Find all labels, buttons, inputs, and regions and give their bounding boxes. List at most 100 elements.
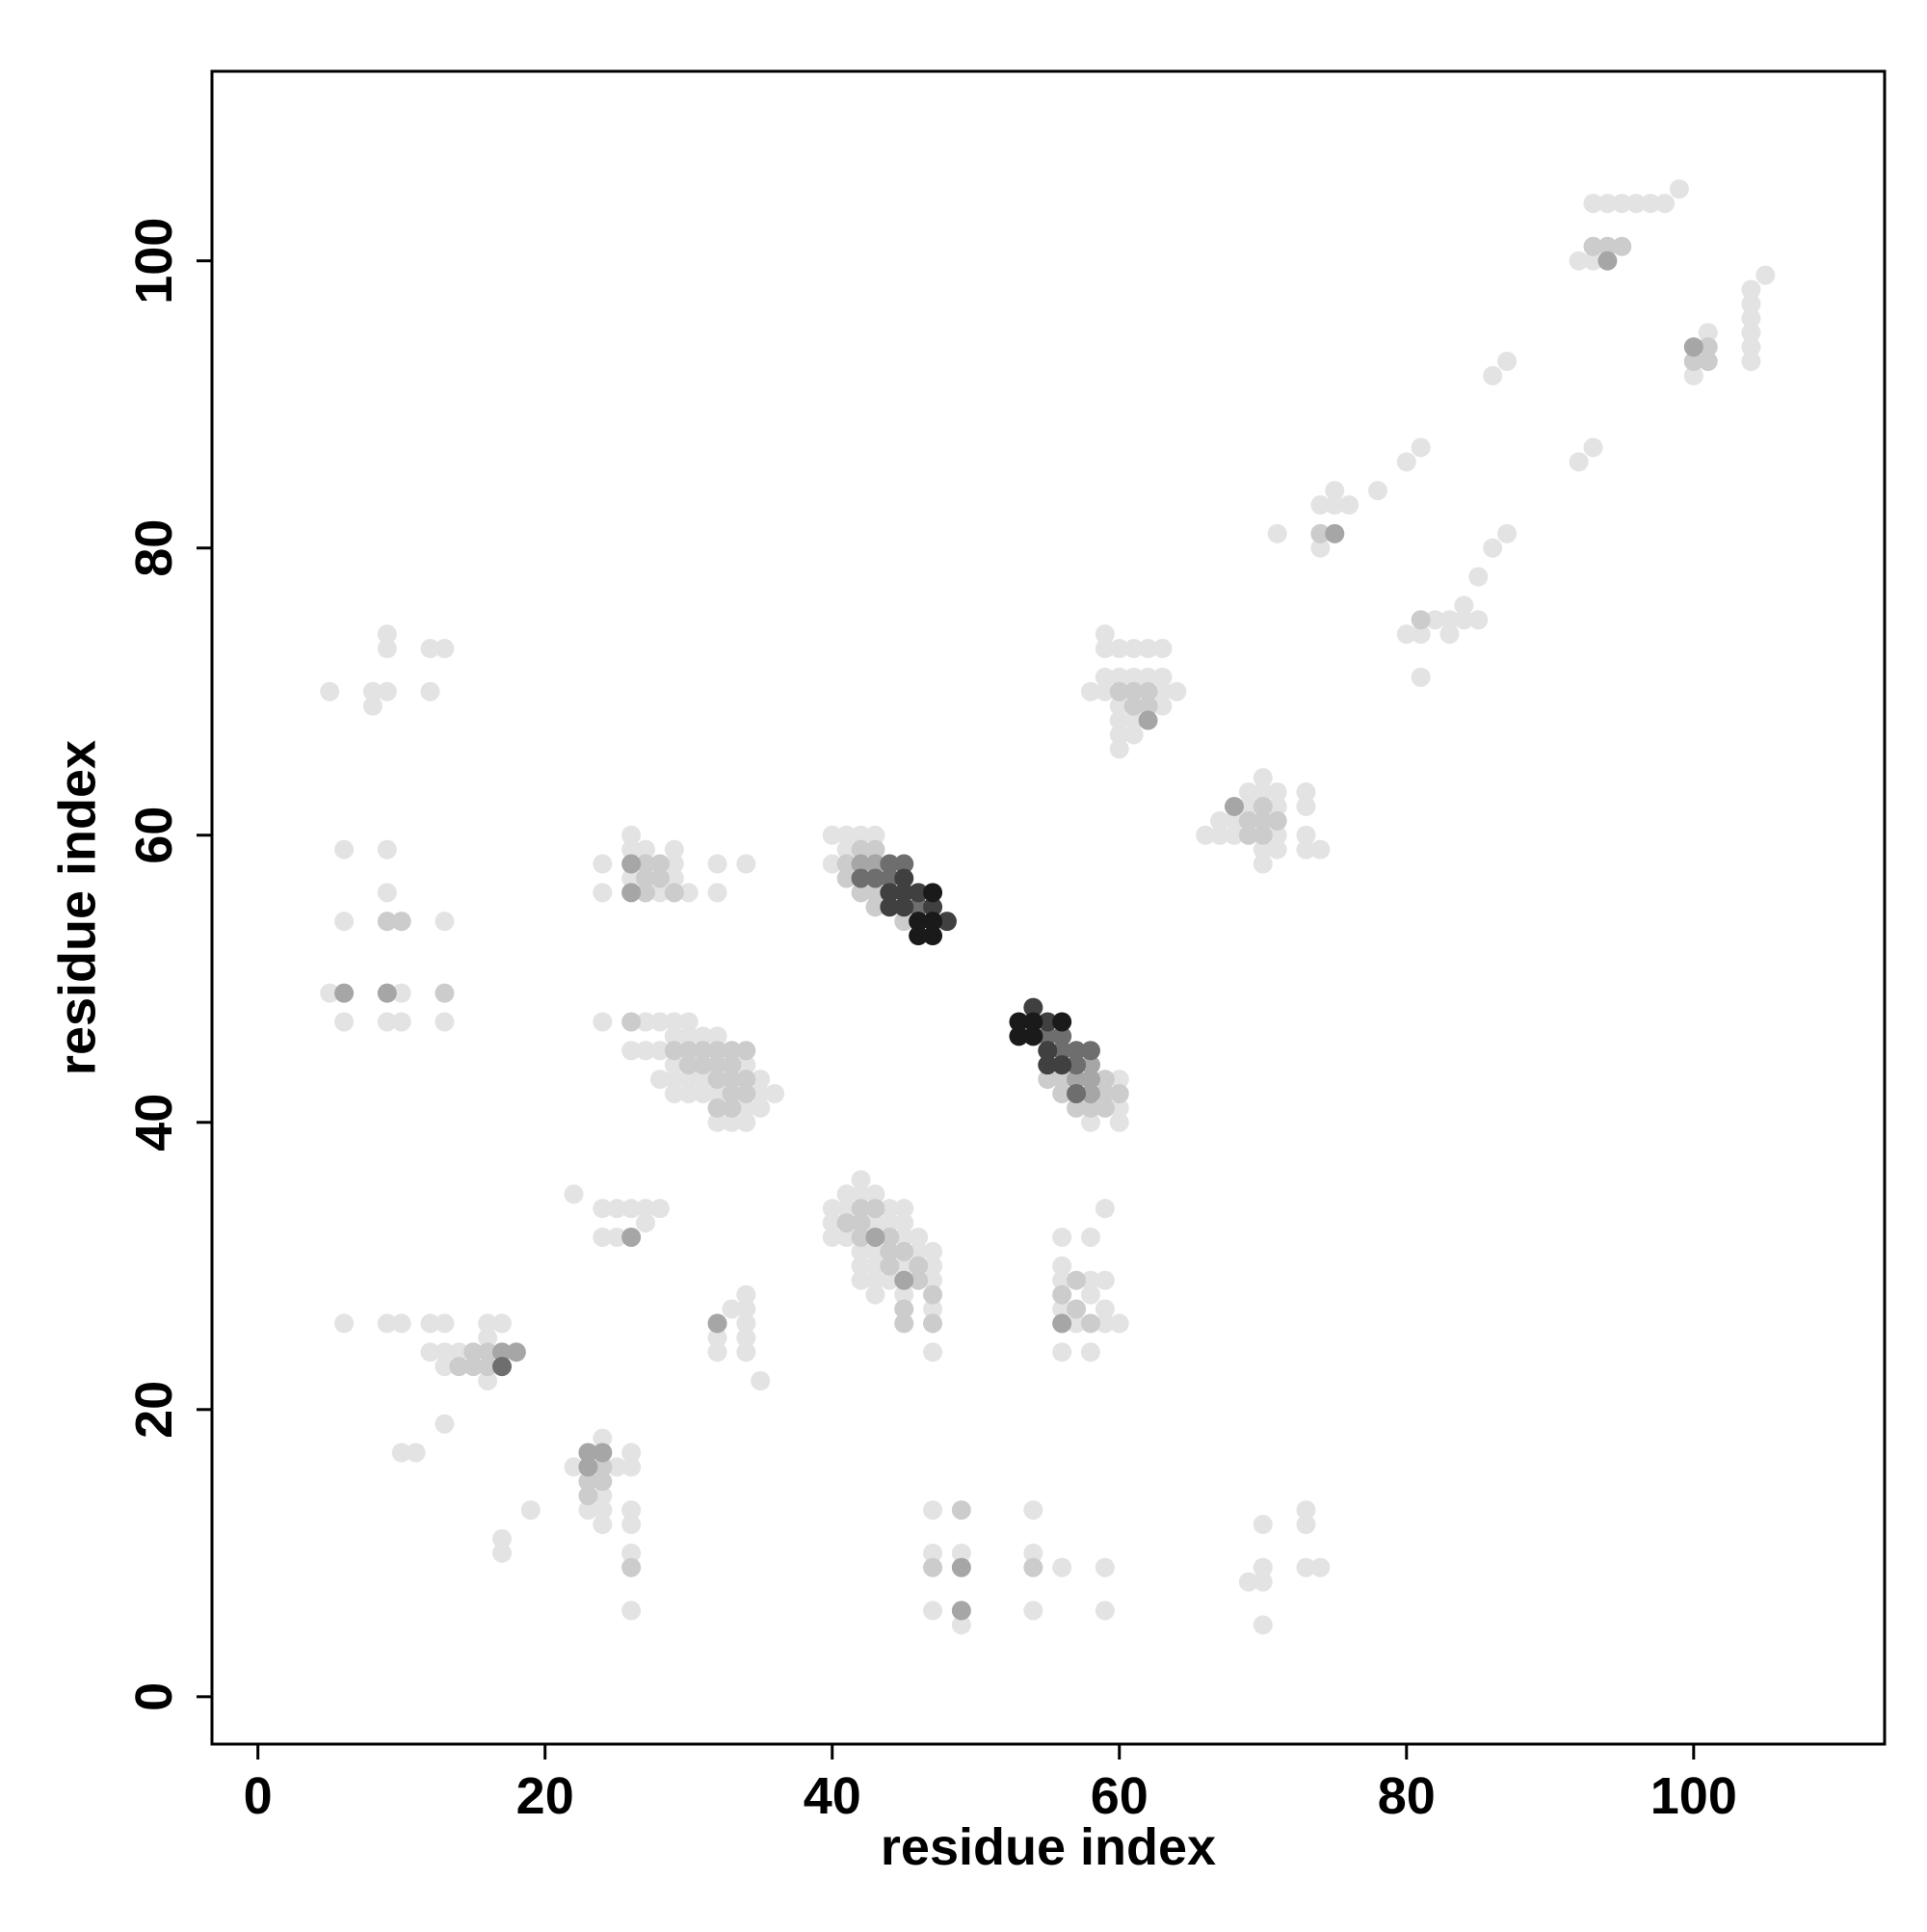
contact-point — [851, 854, 871, 874]
contact-point — [1080, 1270, 1100, 1290]
contact-point — [636, 1041, 656, 1061]
contact-point — [478, 1313, 498, 1334]
contact-point — [851, 1170, 871, 1190]
contact-point — [1683, 337, 1703, 357]
contact-point — [463, 1357, 484, 1377]
contact-point — [1439, 624, 1460, 645]
contact-point — [391, 1313, 411, 1334]
contact-point — [736, 1284, 756, 1305]
contact-point — [722, 1098, 742, 1118]
contact-point — [894, 883, 914, 903]
contact-point — [736, 1083, 756, 1103]
contact-point — [636, 1012, 656, 1032]
contact-point — [880, 1270, 900, 1290]
contact-point — [1052, 1299, 1072, 1319]
contact-point — [1468, 610, 1489, 630]
contact-point — [1641, 194, 1661, 214]
contact-point — [1152, 681, 1173, 701]
y-tick-label: 80 — [125, 519, 183, 577]
contact-point — [621, 1442, 642, 1463]
contact-point — [822, 1227, 842, 1247]
contact-point — [678, 1083, 699, 1103]
contact-point — [621, 1227, 642, 1247]
contact-point — [621, 1500, 642, 1521]
contact-point — [909, 883, 929, 903]
contact-point — [420, 639, 440, 659]
contact-point — [1095, 1070, 1115, 1090]
contact-point — [377, 1313, 397, 1334]
contact-point — [1109, 696, 1129, 716]
contact-point — [1612, 236, 1632, 256]
contact-point — [865, 825, 885, 845]
contact-point — [435, 1313, 455, 1334]
contact-point — [649, 1012, 670, 1032]
contact-point — [1095, 1270, 1115, 1290]
contact-point — [1583, 194, 1603, 214]
contact-point — [1253, 810, 1273, 831]
contact-point — [909, 1241, 929, 1261]
contact-point — [707, 1313, 727, 1334]
contact-point — [435, 983, 455, 1003]
contact-point — [865, 1241, 885, 1261]
contact-point — [707, 1083, 727, 1103]
contact-point — [1497, 352, 1518, 372]
contact-point — [894, 1313, 914, 1334]
contact-point — [1052, 1041, 1072, 1061]
contact-point — [722, 1055, 742, 1075]
contact-point — [593, 1199, 613, 1219]
contact-point — [1325, 495, 1345, 516]
contact-point — [894, 1299, 914, 1319]
x-axis-title: residue index — [881, 1818, 1216, 1876]
contact-point — [1238, 782, 1258, 803]
contact-point — [1052, 1256, 1072, 1276]
contact-point — [463, 1342, 484, 1363]
contact-point — [1152, 639, 1173, 659]
contact-point — [1067, 1083, 1087, 1103]
contact-point — [1267, 839, 1287, 860]
contact-point — [880, 883, 900, 903]
contact-point — [1080, 1342, 1100, 1363]
contact-point — [420, 1313, 440, 1334]
contact-point — [923, 1256, 943, 1276]
contact-point — [1483, 365, 1503, 385]
contact-point — [909, 1256, 929, 1276]
contact-point — [1741, 323, 1761, 343]
contact-point — [593, 1442, 613, 1463]
contact-point — [951, 1500, 971, 1521]
contact-point — [1067, 1070, 1087, 1090]
contact-point — [1138, 710, 1158, 730]
contact-point — [923, 1284, 943, 1305]
contact-point — [377, 681, 397, 701]
contact-point — [1038, 1012, 1058, 1032]
contact-point — [923, 1543, 943, 1563]
contact-point — [1167, 681, 1187, 701]
contact-point — [1411, 610, 1431, 630]
contact-point — [923, 1342, 943, 1363]
contact-point — [1310, 839, 1331, 860]
contact-point — [678, 1070, 699, 1090]
contact-point — [951, 1543, 971, 1563]
contact-point — [1296, 1557, 1316, 1577]
contact-point — [1454, 595, 1474, 616]
contact-point — [664, 1041, 684, 1061]
contact-point — [621, 839, 642, 860]
contact-point — [593, 883, 613, 903]
contact-point — [435, 912, 455, 932]
contact-point — [1569, 251, 1589, 271]
contact-point — [1310, 523, 1331, 543]
contact-point — [593, 1486, 613, 1506]
contact-point — [1210, 810, 1230, 831]
contact-point — [909, 926, 929, 946]
contact-point — [664, 1026, 684, 1046]
contact-point — [1224, 796, 1244, 816]
contact-point — [707, 1342, 727, 1363]
contact-point — [923, 883, 943, 903]
contact-point — [621, 825, 642, 845]
contact-point — [880, 1213, 900, 1233]
contact-point — [334, 1012, 355, 1032]
contact-point — [1123, 639, 1144, 659]
contact-point — [649, 854, 670, 874]
contact-point — [1052, 1012, 1072, 1032]
contact-point — [894, 1270, 914, 1290]
